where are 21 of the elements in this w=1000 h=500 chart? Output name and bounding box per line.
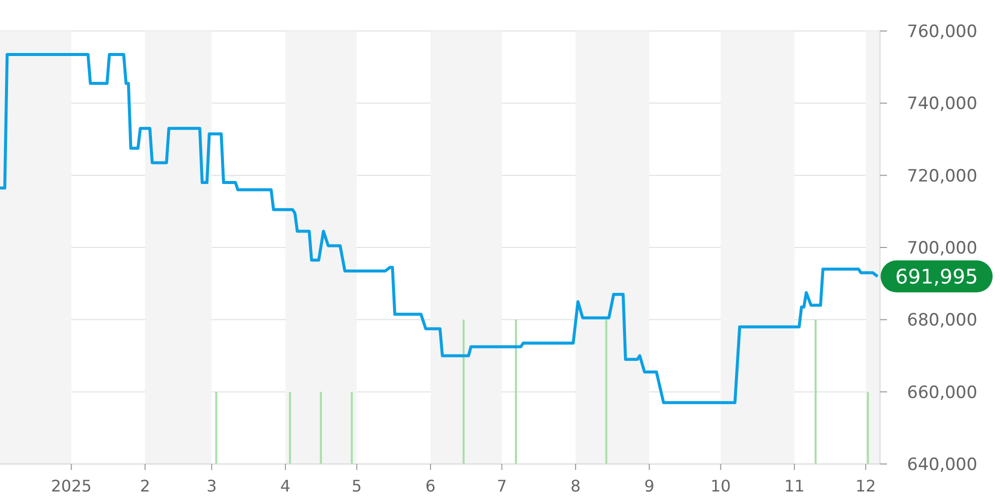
- x-tick-label: 2: [140, 476, 150, 496]
- x-tick-label: 10: [710, 476, 731, 496]
- data-label: 691,995: [895, 264, 978, 288]
- y-tick-label: 720,000: [907, 166, 978, 186]
- y-tick-label: 700,000: [907, 238, 978, 259]
- y-tick-label: 680,000: [907, 310, 978, 331]
- x-tick-label: 7: [496, 476, 507, 496]
- x-tick-label: 6: [425, 476, 436, 496]
- x-tick-label: 12: [856, 476, 876, 496]
- y-tick-label: 640,000: [907, 455, 978, 476]
- x-tick-label: 2025: [50, 476, 92, 496]
- x-tick-label: 4: [280, 476, 290, 496]
- y-tick-label: 740,000: [907, 94, 978, 114]
- line-series: [0, 52, 880, 404]
- y-tick-label: 660,000: [907, 382, 978, 403]
- x-tick-label: 5: [352, 476, 362, 496]
- y-tick-label: 760,000: [907, 22, 978, 42]
- x-tick-label: 9: [644, 476, 654, 496]
- x-tick-label: 11: [784, 476, 805, 496]
- x-tick-label: 8: [570, 476, 581, 496]
- x-tick-label: 3: [206, 476, 217, 496]
